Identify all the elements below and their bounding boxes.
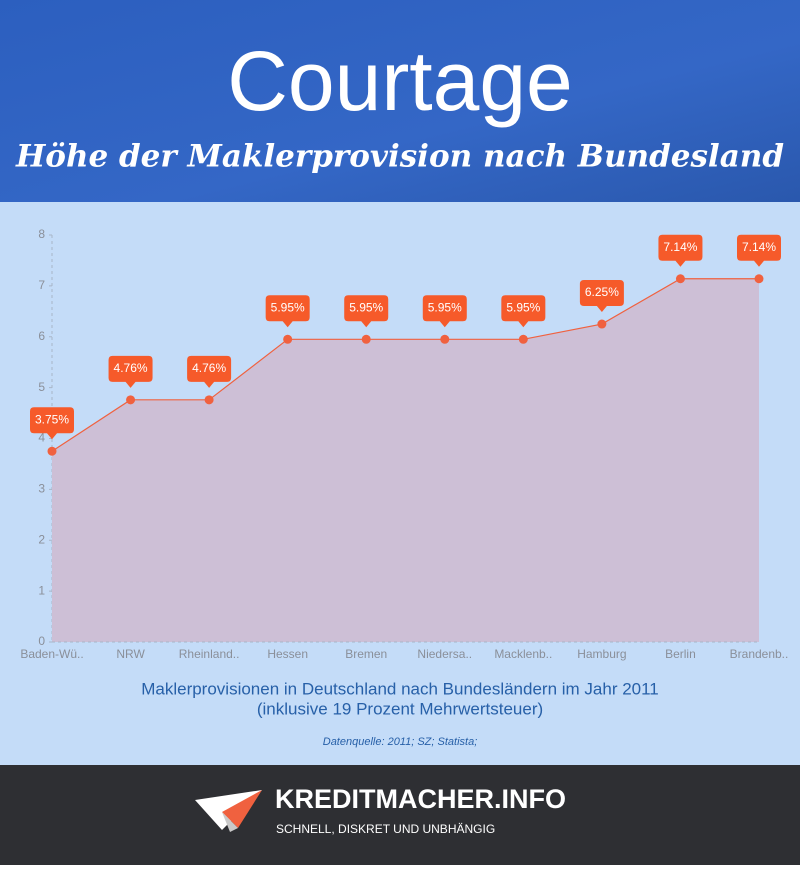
brand: KREDITMACHER.INFO: [275, 784, 566, 814]
x-tick-label: Hamburg: [577, 647, 626, 661]
value-label: 6.25%: [585, 285, 619, 299]
point: [597, 319, 607, 329]
tagline: SCHNELL, DISKRET UND UNBHÄNGIG: [276, 822, 495, 836]
value-label: 5.95%: [428, 300, 462, 314]
logo: [195, 790, 262, 832]
point: [283, 334, 293, 344]
point: [47, 446, 57, 456]
x-tick-label: Macklenb..: [494, 647, 552, 661]
point: [440, 334, 450, 344]
point: [204, 395, 214, 405]
value-label: 7.14%: [742, 240, 776, 254]
line: [51, 278, 759, 452]
y-tick-label: 3: [38, 482, 45, 496]
point: [754, 274, 764, 284]
label-bubble: [265, 295, 310, 328]
caption: (inklusive 19 Prozent Mehrwertsteuer): [257, 699, 543, 718]
value-label: 5.95%: [506, 300, 540, 314]
y-tick-label: 1: [38, 583, 45, 597]
header-background: [0, 0, 800, 202]
value-label: 3.75%: [35, 412, 69, 426]
area: [52, 278, 759, 642]
footer-background: [0, 765, 800, 865]
label-bubble: [422, 295, 467, 328]
y-tick-label: 5: [38, 380, 45, 394]
x-tick-label: Brandenb..: [730, 647, 789, 661]
label-bubble: [501, 295, 546, 328]
y-tick-label: 0: [38, 634, 45, 648]
value-label: 4.76%: [114, 361, 148, 375]
x-tick-label: Hessen: [267, 647, 308, 661]
point: [518, 334, 528, 344]
label-bubble: [737, 234, 781, 267]
x-tick-label: Niedersa..: [417, 647, 472, 661]
y-tick-label: 6: [38, 329, 45, 343]
subtitle: Höhe der Maklerprovision nach Bundesland: [15, 139, 784, 175]
value-label: 7.14%: [663, 240, 697, 254]
label-bubble: [108, 355, 153, 388]
x-tick-label: Rheinland..: [179, 647, 240, 661]
label-bubble: [30, 407, 74, 440]
x-tick-label: Berlin: [665, 647, 696, 661]
value-label: 4.76%: [192, 361, 226, 375]
label-bubble: [344, 295, 389, 328]
value-label: 5.95%: [349, 300, 383, 314]
point: [126, 395, 136, 405]
y-tick-label: 8: [38, 227, 45, 241]
y-tick-label: 4: [38, 431, 45, 445]
x-tick-label: Baden-Wü..: [20, 647, 83, 661]
value-label: 5.95%: [271, 300, 305, 314]
label-bubble: [579, 280, 624, 313]
label-bubble: [187, 355, 232, 388]
x-tick-label: NRW: [116, 647, 145, 661]
title: Courtage: [227, 34, 573, 128]
y-tick-label: 2: [38, 532, 45, 546]
point: [361, 334, 371, 344]
y-tick-label: 7: [38, 278, 45, 292]
source: Datenquelle: 2011; SZ; Statista;: [323, 736, 478, 748]
caption: Maklerprovisionen in Deutschland nach Bu…: [141, 679, 659, 698]
point: [675, 274, 685, 284]
x-tick-label: Bremen: [345, 647, 387, 661]
label-bubble: [658, 234, 703, 267]
